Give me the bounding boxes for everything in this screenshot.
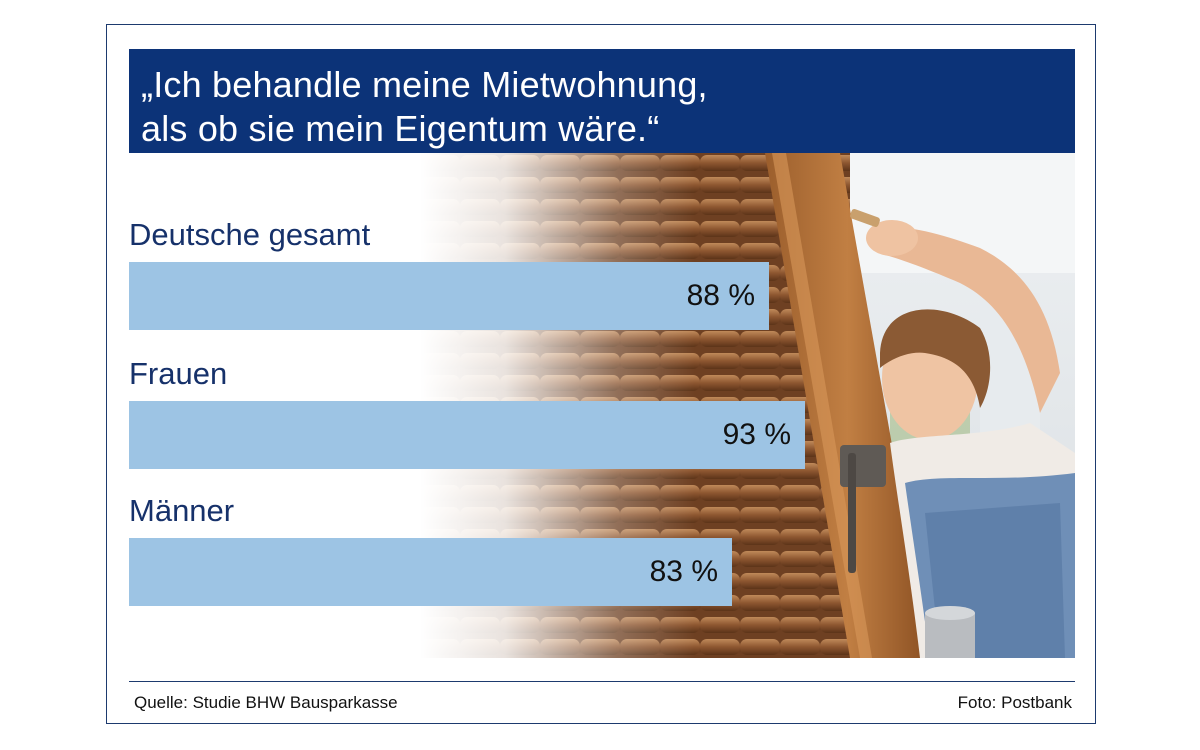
category-label: Frauen [129, 356, 228, 391]
footer-divider [129, 681, 1075, 682]
category-label: Männer [129, 493, 235, 528]
photo-credit: Foto: Postbank [957, 693, 1072, 712]
title-line-2: als ob sie mein Eigentum wäre.“ [141, 108, 660, 149]
chart-title: „Ich behandle meine Mietwohnung, als ob … [129, 49, 1075, 153]
bar-value-label: 88 % [686, 279, 755, 312]
bar [129, 401, 805, 469]
bar-value-label: 83 % [649, 555, 718, 588]
bar [129, 262, 769, 330]
bar [129, 538, 732, 606]
category-label: Deutsche gesamt [129, 217, 371, 252]
bar-value-label: 93 % [722, 418, 791, 451]
source-note: Quelle: Studie BHW Bausparkasse [134, 693, 398, 712]
title-line-1: „Ich behandle meine Mietwohnung, [141, 64, 708, 105]
